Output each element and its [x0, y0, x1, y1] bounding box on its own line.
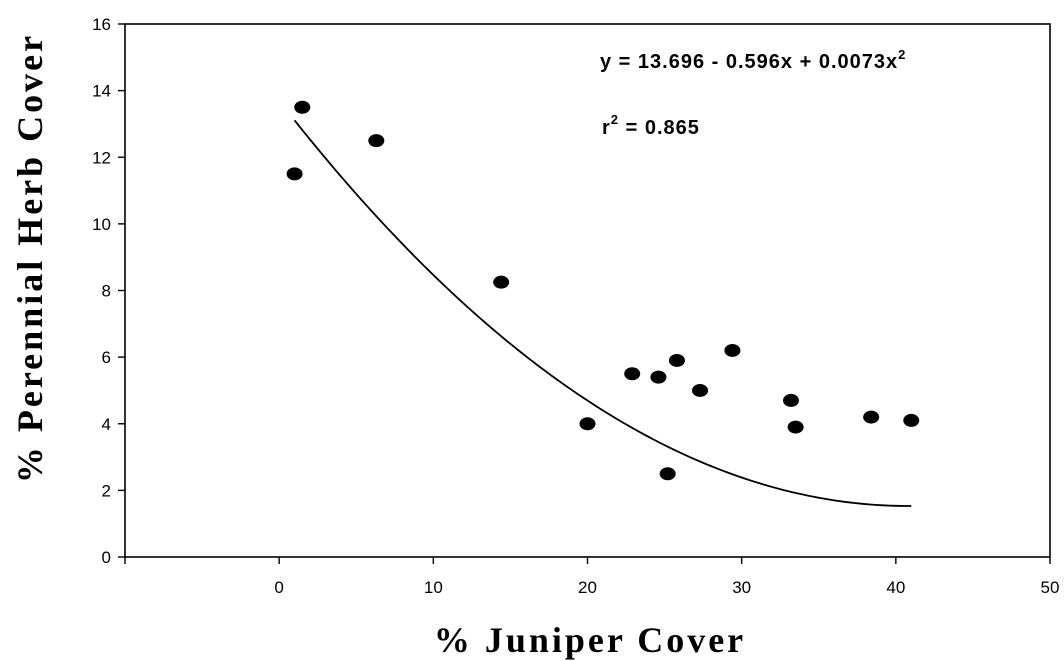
- y-axis-ticks: 0 2 4 6 8 10 12 14 16: [92, 15, 125, 567]
- y-tick-label: 10: [92, 215, 111, 234]
- r-squared-annotation: r2 = 0.865: [602, 112, 700, 139]
- y-tick-label: 8: [102, 282, 111, 301]
- x-tick-label: 40: [886, 578, 905, 597]
- y-tick-label: 0: [102, 548, 111, 567]
- data-point: [650, 370, 667, 384]
- data-point: [659, 467, 676, 481]
- data-point: [668, 353, 685, 367]
- fit-curve-layer: [293, 119, 912, 507]
- data-point: [724, 343, 741, 357]
- x-tick-label: 30: [732, 578, 751, 597]
- y-tick-label: 2: [102, 481, 111, 500]
- data-point: [368, 134, 385, 148]
- data-point: [783, 393, 799, 407]
- data-point: [903, 413, 920, 427]
- y-tick-label: 6: [102, 348, 111, 367]
- y-tick-label: 4: [102, 415, 111, 434]
- y-tick-label: 14: [92, 82, 111, 101]
- x-tick-label: 10: [424, 578, 443, 597]
- regression-equation: y = 13.696 - 0.596x + 0.0073x2: [600, 47, 906, 73]
- data-point: [493, 275, 510, 289]
- y-tick-label: 16: [92, 15, 111, 34]
- x-axis-ticks: 0 10 20 30 40 50: [124, 557, 1060, 597]
- data-point: [624, 367, 641, 381]
- data-point: [286, 167, 303, 181]
- data-point: [294, 100, 311, 114]
- data-points: [286, 100, 920, 481]
- x-tick-label: 50: [1041, 578, 1060, 597]
- fit-curve: [293, 119, 912, 507]
- data-point: [579, 417, 596, 431]
- data-point: [692, 383, 709, 397]
- y-axis-title: % Perennial Herb Cover: [10, 33, 50, 483]
- x-axis-title: % Juniper Cover: [434, 620, 746, 660]
- plot-frame: [124, 23, 1051, 558]
- plot-border: [124, 23, 1051, 558]
- y-tick-label: 12: [92, 148, 111, 167]
- x-tick-label: 20: [578, 578, 597, 597]
- x-tick-label: 0: [274, 578, 283, 597]
- data-point: [787, 420, 804, 434]
- data-point: [863, 410, 880, 424]
